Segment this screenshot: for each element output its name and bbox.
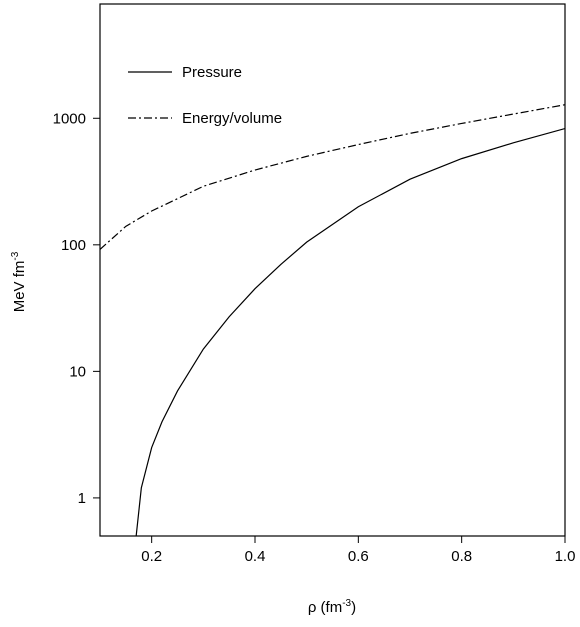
x-axis-ticks: 0.2 0.4 0.6 0.8 1.0 — [141, 536, 575, 565]
legend-label-pressure: Pressure — [182, 64, 242, 81]
y-axis-ticks: 1 10 100 1000 — [53, 110, 100, 507]
y-tick-label: 1 — [78, 490, 86, 507]
y-tick-label: 100 — [61, 237, 86, 254]
x-tick-label: 0.2 — [141, 548, 162, 565]
plot-border — [99, 3, 566, 537]
y-tick-label: 10 — [69, 363, 86, 380]
plot-frame — [99, 3, 566, 537]
series-line-energy-volume — [100, 104, 565, 250]
x-axis-label: ρ (fm-3) — [308, 598, 356, 616]
y-tick-label: 1000 — [53, 110, 86, 127]
series-line-pressure — [135, 127, 565, 536]
y-axis-label: MeV fm-3 — [10, 251, 28, 312]
x-tick-label: 0.4 — [245, 548, 266, 565]
legend-label-energy-volume: Energy/volume — [182, 110, 282, 127]
x-tick-label: 0.6 — [348, 548, 369, 565]
series-layer — [100, 104, 565, 536]
legend: Pressure Energy/volume — [128, 64, 282, 127]
x-tick-label: 0.8 — [451, 548, 472, 565]
x-tick-label: 1.0 — [555, 548, 576, 565]
